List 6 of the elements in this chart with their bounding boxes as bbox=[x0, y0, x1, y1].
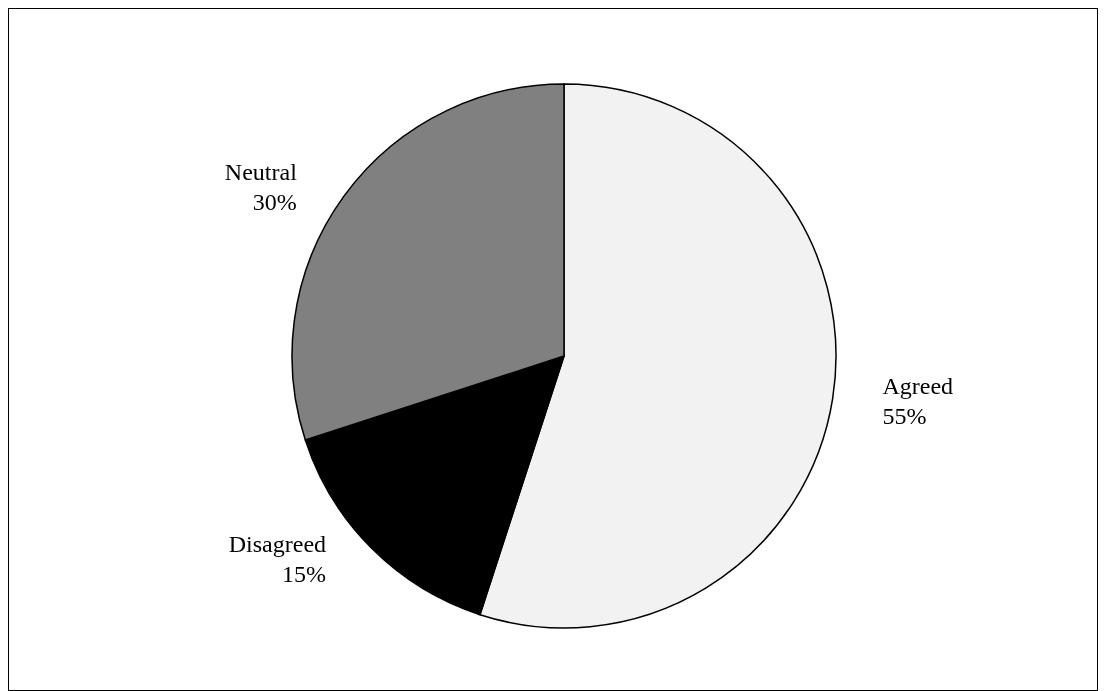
data-label: 55% bbox=[882, 402, 927, 429]
slice-label: Neutral bbox=[224, 159, 298, 186]
slice-label: Disagreed bbox=[228, 530, 327, 557]
slice-label: Agreed bbox=[882, 372, 954, 399]
data-label: 15% bbox=[282, 560, 327, 587]
data-label: 30% bbox=[252, 189, 297, 216]
